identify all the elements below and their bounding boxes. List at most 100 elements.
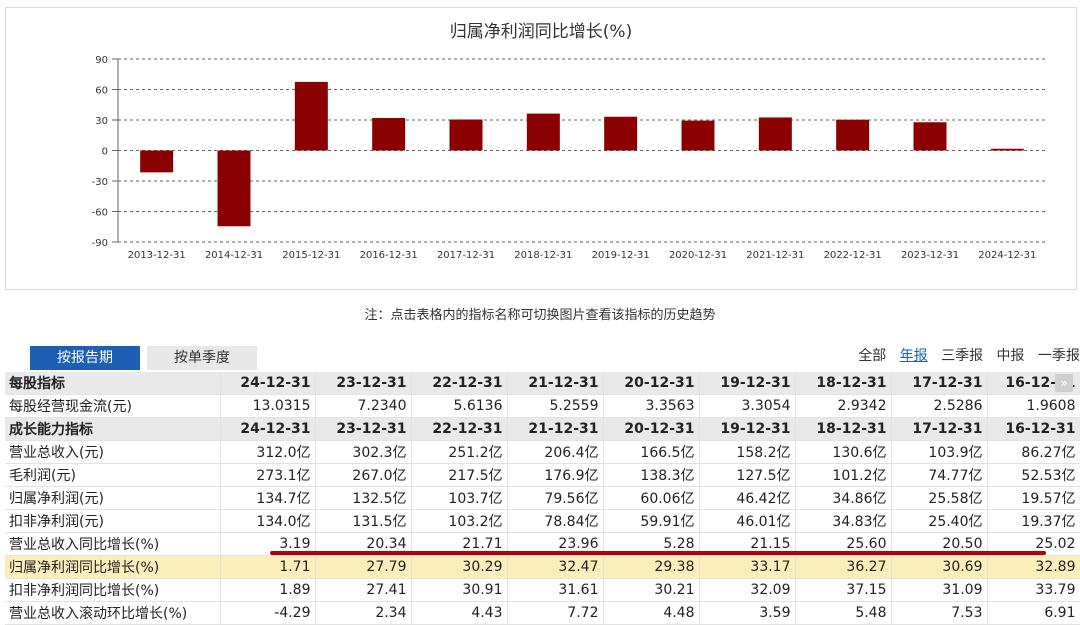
y-tick-label: 90 — [95, 55, 108, 66]
bar — [449, 119, 483, 151]
table-cell: 59.91亿 — [603, 509, 700, 533]
row-label[interactable]: 归属净利润(元) — [5, 486, 221, 510]
highlight-underline — [270, 551, 1046, 555]
row-label[interactable]: 归属净利润同比增长(%) — [5, 555, 221, 579]
table-cell: 302.3亿 — [315, 440, 412, 464]
row-label[interactable]: 扣非净利润同比增长(%) — [5, 578, 221, 602]
table-cell: 25.60 — [795, 532, 892, 556]
column-date: 18-12-31 — [795, 417, 892, 441]
x-tick-label: 2015-12-31 — [282, 250, 340, 261]
bar — [526, 113, 560, 151]
table-cell: 4.43 — [411, 601, 508, 625]
column-date: 21-12-31 — [507, 417, 604, 441]
table-cell: 131.5亿 — [315, 509, 412, 533]
table-cell: 46.01亿 — [699, 509, 796, 533]
table-row: 营业总收入同比增长(%) 3.19 20.34 21.71 23.96 5.28 21.15… — [5, 532, 1080, 556]
table-cell: 27.41 — [315, 578, 412, 602]
chart-note: 注：点击表格内的指标名称可切换图片查看该指标的历史趋势 — [364, 308, 716, 323]
x-tick-label: 2021-12-31 — [746, 250, 804, 261]
table-cell: 78.84亿 — [507, 509, 604, 533]
table-cell: 267.0亿 — [315, 463, 412, 487]
bar — [294, 81, 328, 151]
row-label[interactable]: 营业总收入滚动环比增长(%) — [5, 601, 221, 625]
table-cell: 27.79 — [315, 555, 412, 579]
filter-annual[interactable]: 年报 — [899, 348, 928, 364]
column-date: 19-12-31 — [699, 417, 796, 441]
column-date: 22-12-31 — [411, 372, 508, 395]
column-date: 23-12-31 — [315, 372, 412, 395]
table-cell: 30.29 — [411, 555, 508, 579]
row-label[interactable]: 营业总收入(元) — [5, 440, 221, 464]
table-cell: 130.6亿 — [795, 440, 892, 464]
table-cell: 21.15 — [699, 532, 796, 556]
filter-midyear[interactable]: 中报 — [996, 348, 1025, 364]
table-cell: 103.2亿 — [411, 509, 508, 533]
x-tick-label: 2022-12-31 — [824, 250, 882, 261]
y-tick-label: -60 — [92, 208, 108, 219]
table-cell: 134.0亿 — [220, 509, 316, 533]
period-filter: 全部 年报 三季报 中报 一季报 — [849, 345, 1080, 365]
table-cell: 34.86亿 — [795, 486, 892, 510]
bar — [372, 117, 406, 151]
filter-all[interactable]: 全部 — [858, 348, 887, 364]
x-tick-label: 2023-12-31 — [901, 250, 959, 261]
table-cell: 138.3亿 — [603, 463, 700, 487]
x-tick-label: 2013-12-31 — [128, 250, 186, 261]
table-cell: 52.53亿 — [987, 463, 1080, 487]
table-cell: 2.5286 — [891, 394, 988, 418]
table-cell: 31.09 — [891, 578, 988, 602]
row-label[interactable]: 营业总收入同比增长(%) — [5, 532, 221, 556]
bar — [913, 122, 947, 151]
table-cell: 3.59 — [699, 601, 796, 625]
table-cell: 20.34 — [315, 532, 412, 556]
table-cell: 32.89 — [987, 555, 1080, 579]
tab-by-report[interactable]: 按报告期 — [30, 346, 140, 370]
table-cell: 7.2340 — [315, 394, 412, 418]
table-cell: 46.42亿 — [699, 486, 796, 510]
table-cell: 29.38 — [603, 555, 700, 579]
table-cell: 4.48 — [603, 601, 700, 625]
table-cell: 19.37亿 — [987, 509, 1080, 533]
table-cell: 79.56亿 — [507, 486, 604, 510]
table-cell: 206.4亿 — [507, 440, 604, 464]
column-date: 24-12-31 — [220, 417, 316, 441]
table-cell: 2.34 — [315, 601, 412, 625]
chart-panel: 归属净利润同比增长(%) 90 60 30 0 -30 -60 -90 2013-12-31 20… — [5, 7, 1077, 290]
table-cell: 5.2559 — [507, 394, 604, 418]
table-row: 扣非净利润(元) 134.0亿 131.5亿 103.2亿 78.84亿 59.91亿 46… — [5, 509, 1080, 533]
table-cell: 5.6136 — [411, 394, 508, 418]
row-label[interactable]: 扣非净利润(元) — [5, 509, 221, 533]
bar — [836, 119, 870, 151]
column-date: 20-12-31 — [603, 417, 700, 441]
table-cell: 166.5亿 — [603, 440, 700, 464]
table-cell: 19.57亿 — [987, 486, 1080, 510]
filter-q3[interactable]: 三季报 — [941, 348, 984, 364]
filter-q1[interactable]: 一季报 — [1038, 348, 1080, 364]
table-cell: 312.0亿 — [220, 440, 316, 464]
table-cell: 217.5亿 — [411, 463, 508, 487]
table-row: 归属净利润(元) 134.7亿 132.5亿 103.7亿 79.56亿 60.06亿 46… — [5, 486, 1080, 510]
x-tick-label: 2014-12-31 — [205, 250, 263, 261]
bar — [990, 148, 1024, 151]
table-cell: 21.71 — [411, 532, 508, 556]
x-tick-label: 2019-12-31 — [592, 250, 650, 261]
tab-by-quarter[interactable]: 按单季度 — [147, 346, 257, 370]
table-cell: 3.3054 — [699, 394, 796, 418]
table-cell: 25.02 — [987, 532, 1080, 556]
table-cell: 127.5亿 — [699, 463, 796, 487]
column-date: 23-12-31 — [315, 417, 412, 441]
more-columns-icon[interactable]: » — [1055, 374, 1073, 392]
table-row: 每股经营现金流(元) 13.0315 7.2340 5.6136 5.2559 3.356… — [5, 394, 1080, 418]
table-cell: 3.3563 — [603, 394, 700, 418]
row-label[interactable]: 毛利润(元) — [5, 463, 221, 487]
table-cell: 32.47 — [507, 555, 604, 579]
table-cell: 158.2亿 — [699, 440, 796, 464]
row-label[interactable]: 每股经营现金流(元) — [5, 394, 221, 418]
table-cell: 251.2亿 — [411, 440, 508, 464]
y-tick-label: 30 — [95, 116, 108, 127]
chart-title: 归属净利润同比增长(%) — [450, 22, 632, 42]
table-cell: 1.89 — [220, 578, 316, 602]
y-tick-label: -90 — [92, 238, 108, 249]
table-cell: 103.9亿 — [891, 440, 988, 464]
x-tick-label: 2016-12-31 — [360, 250, 418, 261]
